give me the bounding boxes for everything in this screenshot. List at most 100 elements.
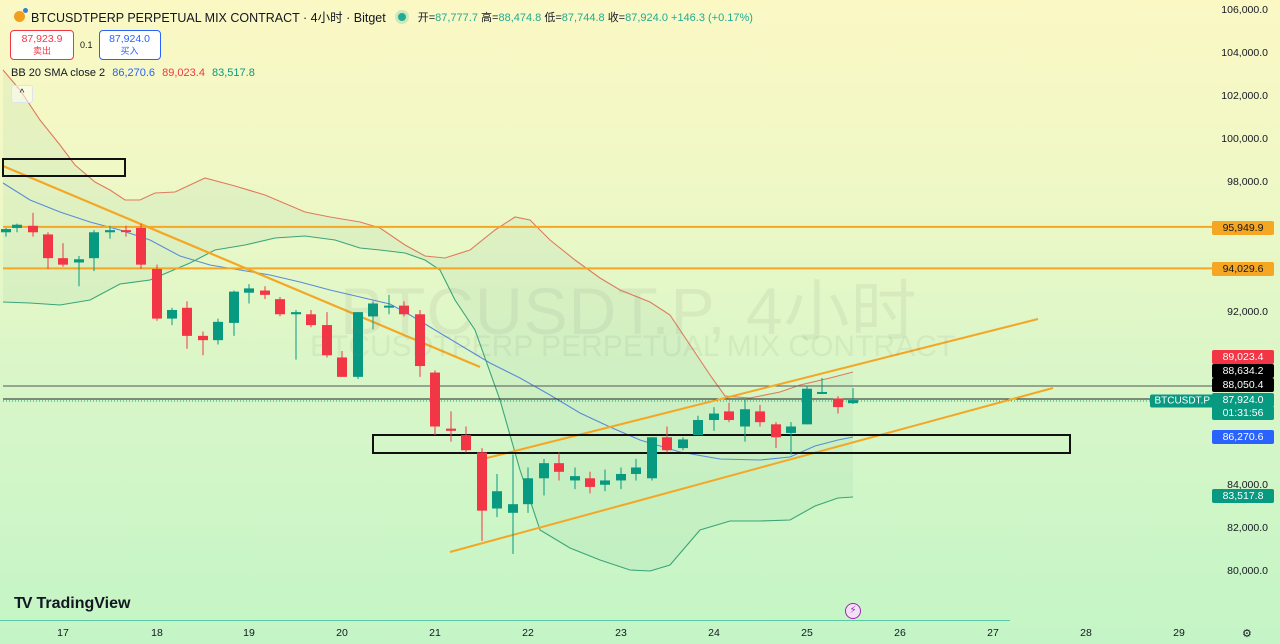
price-label: 82,000.0 (1227, 522, 1268, 534)
candle-body (74, 259, 84, 263)
chart-header: BTCUSDTPERP PERPETUAL MIX CONTRACT · 4小时… (14, 7, 753, 26)
candle-body (152, 268, 162, 319)
candle-body (833, 398, 843, 408)
price-label: 102,000.0 (1221, 90, 1268, 102)
candle-body (461, 435, 471, 451)
bb-upper-value: 89,023.4 (162, 67, 205, 79)
price-label: 80,000.0 (1227, 565, 1268, 577)
candle-body (368, 303, 378, 317)
settings-gear-icon[interactable]: ⚙ (1242, 628, 1252, 640)
price-label: 98,000.0 (1227, 176, 1268, 188)
buy-button[interactable]: 87,924.0 买入 (98, 30, 161, 60)
time-label: 26 (894, 627, 906, 639)
tradingview-mark-icon: TV (14, 595, 33, 612)
time-label: 23 (615, 627, 627, 639)
candle-body (616, 473, 626, 481)
zone-rectangle (372, 434, 1071, 454)
candle-body (136, 227, 146, 265)
candle-body (399, 305, 409, 315)
candle-body (430, 372, 440, 427)
candle-body (260, 290, 270, 295)
bb-basis-value: 86,270.6 (112, 67, 156, 79)
low-label: 低= (544, 11, 562, 24)
symbol-logo-icon (14, 8, 28, 22)
trade-panel: 87,923.9 卖出 0.1 87,924.0 买入 (10, 30, 161, 60)
time-label: 29 (1173, 627, 1185, 639)
price-label: 92,000.0 (1227, 306, 1268, 318)
change-value: +146.3 (+0.17%) (671, 11, 753, 24)
watermark-description: BTCUSDTPERP PERPETUAL MIX CONTRACT (310, 330, 956, 363)
candle-body (802, 388, 812, 425)
candle-body (244, 288, 254, 293)
open-label: 开= (417, 11, 436, 24)
price-label: 106,000.0 (1221, 4, 1268, 16)
symbol-title[interactable]: BTCUSDTPERP PERPETUAL MIX CONTRACT · 4小时… (31, 11, 386, 25)
candle-body (43, 234, 53, 259)
candle-body (415, 314, 425, 367)
time-label: 24 (708, 627, 720, 639)
candle-body (662, 437, 672, 451)
candle-body (28, 225, 38, 233)
lightning-event-icon[interactable]: ⚡ (845, 603, 861, 619)
candle-body (353, 312, 363, 377)
candle-body (105, 230, 115, 233)
candle-body (600, 480, 610, 485)
candle-body (275, 299, 285, 315)
high-label: 高= (481, 11, 499, 24)
level-tag-95949[interactable]: 95,949.9 (1212, 221, 1274, 235)
candle-body (523, 478, 533, 505)
buy-price: 87,924.0 (109, 33, 150, 45)
candle-body (229, 291, 239, 323)
close-label: 收= (607, 11, 626, 24)
time-label: 17 (57, 627, 69, 639)
zone-rectangle (2, 158, 126, 177)
time-label: 22 (522, 627, 534, 639)
candle-body (740, 409, 750, 427)
time-label: 18 (151, 627, 163, 639)
candle-body (724, 411, 734, 421)
watermark-symbol: BTCUSDT.P, 4小时 (340, 274, 918, 348)
bb-fill (3, 70, 853, 571)
time-label: 28 (1080, 627, 1092, 639)
price-label: 84,000.0 (1227, 479, 1268, 491)
candle-body (492, 491, 502, 509)
ohlc-values: 开=87,777.7 高=88,474.8 低=87,744.8 收=87,92… (418, 9, 753, 25)
symbol-tag: BTCUSDT.P (1150, 394, 1214, 408)
candle-body (213, 321, 223, 341)
time-label: 20 (336, 627, 348, 639)
tradingview-logo[interactable]: TV TradingView (14, 595, 130, 613)
chevron-up-icon: ^ (19, 88, 25, 99)
candle-body (322, 325, 332, 356)
indicator-name: BB 20 SMA close 2 (11, 67, 106, 79)
candle-body (291, 312, 301, 315)
candle-body (771, 424, 781, 438)
price-label: 100,000.0 (1221, 133, 1268, 145)
candle-body (678, 439, 688, 449)
sell-button[interactable]: 87,923.9 卖出 (10, 30, 74, 60)
candle-body (58, 258, 68, 265)
candle-body (446, 428, 456, 431)
candle-body (167, 309, 177, 319)
channel-lower-line (449, 387, 1054, 553)
collapse-legend-button[interactable]: ^ (11, 85, 33, 103)
candle-body (709, 413, 719, 421)
candle-body (306, 314, 316, 326)
candle-body (786, 426, 796, 433)
candle-body (121, 230, 131, 233)
candle-body (182, 307, 192, 336)
level-tag-94029[interactable]: 94,029.6 (1212, 262, 1274, 276)
indicator-legend[interactable]: BB 20 SMA close 2 86,270.6 89,023.4 83,5… (11, 67, 255, 79)
time-label: 19 (243, 627, 255, 639)
buy-label: 买入 (120, 46, 139, 56)
candle-body (647, 437, 657, 479)
candle-body (817, 391, 827, 394)
time-label: 25 (801, 627, 813, 639)
tradingview-name: TradingView (36, 595, 131, 612)
time-axis-line (0, 620, 1010, 621)
candle-body (337, 357, 347, 377)
bb-upper-line (2, 69, 854, 399)
candle-body (539, 463, 549, 479)
candle-body (198, 335, 208, 341)
candle-body (89, 232, 99, 259)
